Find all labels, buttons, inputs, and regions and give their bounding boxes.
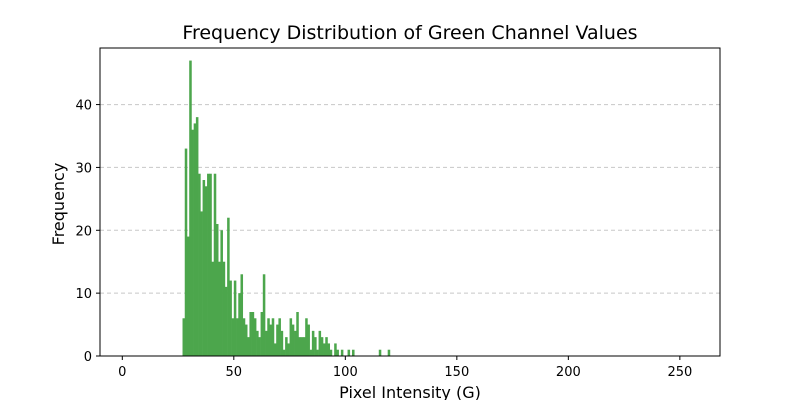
y-tick-label: 30 [75, 161, 92, 176]
x-tick-label: 50 [226, 365, 243, 380]
x-tick-label: 250 [667, 365, 692, 380]
histogram-bar [220, 230, 223, 356]
histogram-bar [224, 286, 228, 356]
histogram-bar [336, 349, 339, 356]
histogram-bar [218, 261, 221, 356]
histogram-bar [200, 211, 203, 356]
histogram-bar [231, 318, 235, 356]
histogram-bar [236, 318, 239, 356]
histogram-bars [182, 60, 391, 357]
histogram-bar [253, 318, 257, 356]
histogram-bar [294, 330, 297, 356]
histogram-bar [320, 337, 324, 356]
histogram-bar [316, 349, 319, 356]
x-tick-label: 100 [333, 365, 358, 380]
plot-frame [99, 47, 721, 357]
histogram-bar [209, 173, 212, 356]
histogram-bar [213, 173, 217, 356]
histogram-bar [289, 318, 293, 356]
histogram-bar [327, 343, 331, 356]
histogram-bar [238, 293, 241, 356]
chart-title: Frequency Distribution of Green Channel … [182, 22, 637, 44]
histogram-bar [233, 280, 237, 356]
histogram-bar [307, 324, 310, 356]
histogram-bar [240, 274, 244, 356]
histogram-bar [347, 349, 351, 356]
histogram-bar [193, 123, 197, 356]
histogram-bar [280, 330, 284, 356]
histogram-bar [273, 343, 277, 356]
x-tick-label: 150 [444, 365, 469, 380]
histogram-bar [323, 343, 326, 356]
histogram-bar [251, 312, 255, 356]
histogram-bar [305, 318, 308, 356]
histogram-bar [271, 318, 275, 356]
histogram-bar [207, 173, 210, 356]
histogram-bar [282, 349, 286, 356]
y-tick-label: 20 [75, 224, 92, 239]
histogram-bar [265, 330, 268, 356]
histogram-bar [329, 349, 333, 356]
histogram-bar [334, 343, 337, 356]
histogram-bar [278, 318, 281, 356]
histogram-bar [242, 318, 246, 356]
histogram-bar [184, 148, 188, 356]
y-tick-label: 10 [75, 287, 92, 302]
x-axis-ticks: 0 50 100 150 200 250 [118, 356, 692, 380]
histogram-bar [256, 330, 259, 356]
histogram-bar [325, 337, 328, 356]
histogram-bar [227, 217, 230, 356]
histogram-bar [352, 349, 355, 356]
histogram-bar [387, 349, 391, 356]
histogram-bar [296, 312, 299, 356]
histogram-bar [247, 337, 250, 356]
histogram-bar [318, 330, 322, 356]
y-axis-ticks: 0 10 20 30 40 [75, 99, 100, 365]
y-tick-label: 40 [75, 99, 92, 114]
histogram-bar [260, 312, 264, 356]
histogram-bar [198, 173, 201, 356]
histogram-bar [285, 337, 288, 356]
histogram-bar [287, 343, 290, 356]
histogram-bar [211, 261, 215, 356]
histogram-bar [215, 224, 219, 356]
histogram-bar [202, 180, 206, 356]
x-tick-label: 0 [118, 365, 126, 380]
histogram-bar [298, 337, 302, 356]
histogram-bar [291, 324, 295, 356]
x-axis-title: Pixel Intensity (G) [339, 383, 481, 400]
histogram-bar [195, 117, 199, 357]
y-tick-label: 0 [84, 350, 92, 365]
histogram-bar [249, 312, 252, 356]
histogram-bar [262, 274, 266, 356]
histogram-bar [311, 330, 315, 356]
histogram-bar [191, 129, 194, 356]
histogram-bar [302, 337, 306, 356]
histogram-bar [269, 324, 273, 356]
histogram-bar [378, 349, 382, 356]
histogram-bar [229, 280, 232, 356]
y-axis-title: Frequency [49, 163, 68, 246]
histogram-bar [204, 186, 208, 356]
histogram-bar [276, 324, 279, 356]
histogram-bar [182, 318, 186, 356]
x-tick-label: 200 [556, 365, 581, 380]
histogram-bar [340, 349, 344, 356]
histogram-bar [314, 337, 317, 356]
histogram-bar [267, 318, 270, 356]
grid-lines [100, 104, 720, 294]
histogram-bar [186, 236, 190, 356]
histogram-bar [244, 324, 248, 356]
histogram-bar [189, 60, 192, 356]
histogram-bar [258, 337, 261, 356]
histogram-bar [222, 261, 226, 356]
histogram-bar [300, 337, 304, 356]
histogram-bar [309, 349, 313, 356]
